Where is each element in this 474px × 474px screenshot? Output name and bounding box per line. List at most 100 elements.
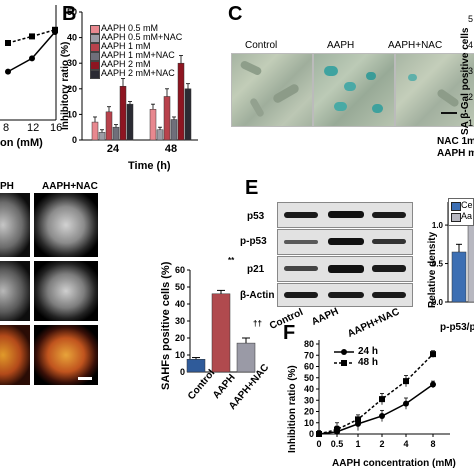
- y-tick-label: 0.5: [432, 260, 444, 269]
- y-tick-label: 40: [175, 299, 185, 309]
- sa-beta-gal-image-aaph: [313, 53, 395, 127]
- legend-label: AAPH 2 mM+NAC: [101, 68, 175, 78]
- y-tick-label: 1.0: [432, 221, 444, 230]
- data-point: [29, 33, 35, 40]
- y-tick-label: 20: [175, 333, 185, 343]
- y-tick-label: 10: [304, 418, 314, 428]
- data-point: [29, 55, 35, 62]
- y-tick-label: 20: [304, 407, 314, 417]
- panel-d-bar-chart: 0 10 20 30 40 50 60: [175, 265, 256, 377]
- panel-c-label-aaph: AAPH: [327, 40, 355, 51]
- legend-label: 48 h: [358, 357, 379, 368]
- data-point: [5, 68, 11, 75]
- legend-label: 24 h: [358, 346, 379, 357]
- panel-c-nac-row: NAC 1m: [437, 136, 474, 147]
- panel-e-x-label: p-p53/p5: [440, 322, 474, 333]
- panel-c-label-aaph-nac: AAPH+NAC: [388, 40, 443, 51]
- bar: [467, 209, 474, 303]
- panel-a-x-tick: 16: [50, 122, 63, 134]
- panel-c-label-control: Control: [245, 40, 278, 51]
- data-point: [430, 351, 436, 358]
- legend-swatch: [451, 202, 461, 211]
- panel-d-annot-dagger: ††: [253, 319, 262, 328]
- bar: [177, 62, 185, 141]
- panel-f-letter: F: [283, 322, 296, 344]
- panel-b-letter: B: [62, 3, 77, 25]
- sa-beta-gal-image-aaph-nac: [395, 53, 474, 127]
- bar: [119, 85, 127, 141]
- y-tick-label: 30: [304, 395, 314, 405]
- bar: [98, 132, 106, 141]
- western-row-label: β-Actin: [240, 290, 275, 301]
- series-line: [7, 29, 56, 44]
- panel-c-tick: 1: [468, 118, 474, 128]
- data-point: [403, 400, 409, 407]
- panel-c-tick: 2: [468, 92, 474, 102]
- bar: [451, 251, 467, 303]
- legend-swatch: [90, 34, 100, 43]
- bar: [112, 126, 120, 141]
- sa-beta-gal-image-control: [231, 53, 313, 127]
- legend-swatch: [451, 213, 461, 222]
- data-point: [334, 426, 340, 433]
- y-tick-label: 20: [67, 84, 77, 94]
- data-point: [5, 40, 11, 46]
- y-tick-label: 50: [67, 7, 77, 17]
- y-tick-label: 10: [175, 350, 185, 360]
- data-point: [52, 26, 58, 33]
- y-tick-label: 80: [304, 339, 314, 349]
- panel-f-y-label: Inhibition ratio (%): [287, 365, 298, 453]
- bar: [105, 111, 113, 141]
- x-tick-label: 0: [316, 439, 321, 449]
- y-tick-label: 0: [180, 367, 185, 377]
- bar: [211, 293, 231, 373]
- legend-label: Ce: [461, 200, 473, 210]
- western-row-label: p-p53: [240, 236, 267, 247]
- x-tick-label: 48: [165, 143, 177, 155]
- nucleus-image-aaph-nac-h3k9: [34, 261, 98, 321]
- bar: [184, 88, 192, 141]
- y-tick-label: 40: [304, 384, 314, 394]
- panel-f-legend: 24 h 48 h: [333, 346, 393, 368]
- western-row-label: p53: [247, 211, 265, 222]
- legend-label: AAPH 1 mM: [101, 41, 151, 51]
- y-tick-label: 10: [67, 109, 77, 119]
- legend-swatch: [90, 70, 100, 79]
- legend-swatch: [90, 61, 100, 70]
- x-tick-label: 2: [379, 439, 384, 449]
- y-tick-label: 60: [304, 362, 314, 372]
- y-tick-label: 30: [67, 58, 77, 68]
- panel-a-x-tick: 12: [27, 122, 40, 134]
- panel-a-line-chart: [0, 5, 58, 121]
- panel-c-tick: 5: [468, 14, 474, 24]
- panel-b-y-label: Inhibitory ratio (%): [60, 41, 71, 130]
- panel-e-y-label: Relative density: [427, 231, 438, 308]
- western-blot-beta-actin: [277, 283, 413, 307]
- x-tick-label: 24: [107, 143, 120, 155]
- panel-a-x-tick: 8: [3, 122, 10, 134]
- western-blot-p-p53: [277, 229, 413, 255]
- x-tick-label: 0.5: [331, 439, 344, 449]
- data-point: [379, 413, 385, 419]
- bar: [170, 119, 178, 141]
- panel-a-x-label: on (mM): [0, 137, 43, 149]
- panel-d-header: AAPH+NAC: [42, 181, 98, 192]
- panel-c-tick: 4: [468, 40, 474, 50]
- western-blot-p53: [277, 202, 413, 228]
- bar: [91, 121, 99, 141]
- panel-d-annot-star: **: [228, 256, 235, 265]
- legend-swatch: [90, 43, 100, 52]
- y-tick-label: 0.0: [432, 298, 444, 307]
- panel-f-x-label: AAPH concentration (mM): [332, 458, 456, 469]
- bar: [156, 129, 164, 141]
- x-tick-label: 4: [403, 439, 408, 449]
- y-tick-label: 40: [67, 33, 77, 43]
- panel-d-y-label: SAHFs positive cells (%): [160, 261, 172, 390]
- panel-c-tick: 3: [468, 66, 474, 76]
- bar: [186, 359, 206, 373]
- panel-e-legend-box: Ce Aa: [448, 198, 474, 226]
- nucleus-image-aaph-nac-dapi: [34, 193, 98, 257]
- bar: [163, 96, 171, 141]
- legend-label: AAPH 1 mM+NAC: [101, 50, 175, 60]
- legend-label: Aa: [461, 211, 473, 221]
